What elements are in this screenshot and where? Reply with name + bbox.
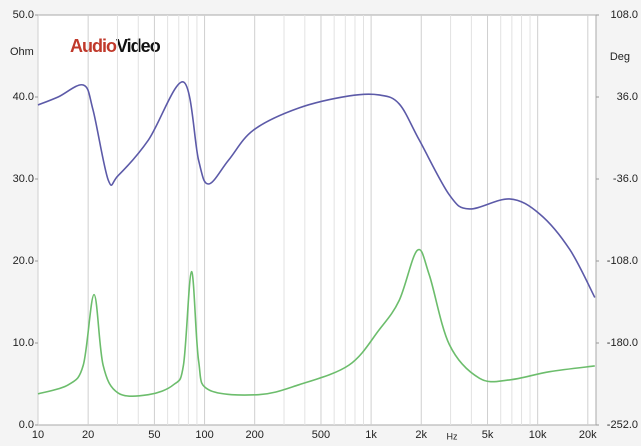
plot-area: [37, 14, 597, 426]
y2-tick-label: -36.0: [613, 173, 638, 185]
series-line: [37, 81, 596, 298]
x-tick-label: 500: [312, 429, 330, 441]
y-tick-label: 10.0: [13, 337, 34, 349]
logo: AudioVideo: [70, 36, 161, 56]
y2-tick-label: -108.0: [607, 255, 638, 267]
logo-part: Audio: [70, 36, 117, 56]
x-tick-label: 10: [32, 429, 44, 441]
x-tick-label: 10k: [529, 429, 547, 441]
x-tick-label: 1k: [365, 429, 377, 441]
y-tick-label: 0.0: [19, 419, 34, 431]
logo-part: Video: [116, 36, 161, 56]
y2-axis-label: Deg: [610, 51, 630, 63]
y2-tick-label: -180.0: [607, 337, 638, 349]
y-tick-label: 40.0: [13, 91, 34, 103]
y2-tick-label: 36.0: [617, 91, 638, 103]
y-axis-label: Ohm: [10, 46, 34, 58]
x-tick-label: 2k: [415, 429, 427, 441]
series-line: [37, 248, 595, 397]
x-tick-label: 100: [195, 429, 213, 441]
y-tick-label: 20.0: [13, 255, 34, 267]
x-axis-label: Hz: [447, 431, 458, 441]
x-tick-label: 5k: [482, 429, 494, 441]
y-tick-label: 30.0: [13, 173, 34, 185]
x-tick-label: 50: [148, 429, 160, 441]
y-tick-label: 50.0: [13, 9, 34, 21]
x-tick-label: 200: [246, 429, 264, 441]
y2-tick-label: 108.0: [610, 9, 638, 21]
x-tick-label: 20k: [579, 429, 597, 441]
y2-tick-label: -252.0: [607, 419, 638, 431]
x-tick-label: 20: [82, 429, 94, 441]
